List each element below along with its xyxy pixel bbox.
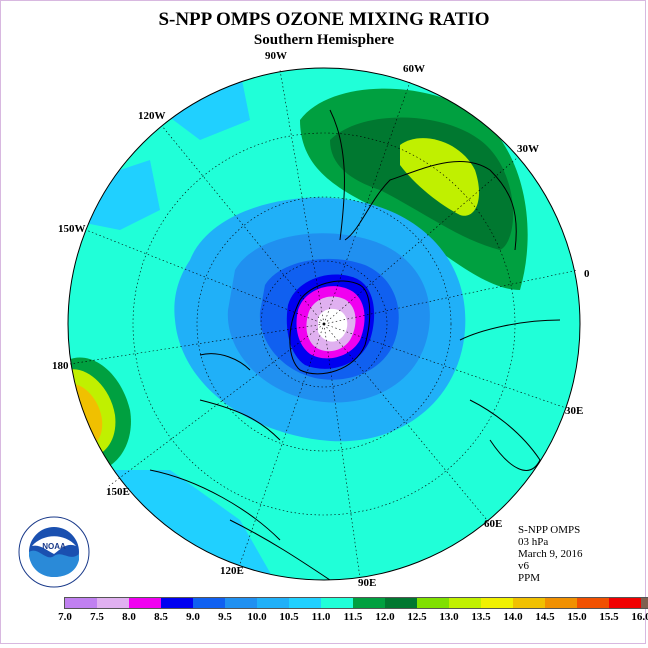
map-subtitle: Southern Hemisphere <box>253 32 395 48</box>
colorbar-tick-label: 13.5 <box>471 611 491 623</box>
colorbar-tick-label: 14.0 <box>503 611 523 623</box>
lon-label-30w: 30W <box>517 143 539 155</box>
lon-label-120w: 120W <box>138 110 166 122</box>
colorbar-tick-label: 10.0 <box>247 611 267 623</box>
info-level: 03 hPa <box>518 536 549 548</box>
colorbar-swatch <box>641 598 648 608</box>
colorbar-tick-label: 14.5 <box>535 611 555 623</box>
colorbar-swatch <box>353 598 385 608</box>
colorbar-swatches <box>64 597 648 609</box>
colorbar-swatch <box>289 598 321 608</box>
colorbar-swatch <box>577 598 609 608</box>
lon-label-180: 180 <box>52 360 69 372</box>
lon-label-90w: 90W <box>265 50 287 62</box>
lon-label-90e: 90E <box>358 577 377 589</box>
coastlines <box>149 109 561 580</box>
colorbar-swatch <box>97 598 129 608</box>
colorbar-tick-label: 8.5 <box>154 611 168 623</box>
colorbar-swatch <box>321 598 353 608</box>
info-version: v6 <box>518 560 529 572</box>
colorbar-swatch <box>449 598 481 608</box>
colorbar-swatch <box>385 598 417 608</box>
colorbar-tick-label: 10.5 <box>279 611 299 623</box>
colorbar-tick-label: 7.0 <box>58 611 72 623</box>
colorbar-tick-label: 9.0 <box>186 611 200 623</box>
contour-12-5-ne <box>400 138 480 216</box>
colorbar: 7.0 7.5 8.0 8.5 9.0 9.5 10.0 10.5 11.0 11.5 12.0 12… <box>58 597 648 625</box>
info-units: PPM <box>518 572 541 584</box>
ozone-field <box>68 68 580 580</box>
colorbar-swatch <box>193 598 225 608</box>
colorbar-swatch <box>65 598 97 608</box>
colorbar-tick-label: 9.5 <box>218 611 232 623</box>
colorbar-swatch <box>417 598 449 608</box>
info-product: S-NPP OMPS <box>518 524 581 536</box>
colorbar-tick-label: 13.0 <box>439 611 459 623</box>
colorbar-swatch <box>161 598 193 608</box>
lon-label-60e: 60E <box>484 518 503 530</box>
lon-label-120e: 120E <box>220 565 244 577</box>
lon-label-150w: 150W <box>58 223 86 235</box>
colorbar-tick-label: 8.0 <box>122 611 136 623</box>
contour-7-0 <box>318 308 348 342</box>
lon-label-60w: 60W <box>403 63 425 75</box>
colorbar-swatch <box>129 598 161 608</box>
colorbar-swatch <box>609 598 641 608</box>
colorbar-swatch <box>513 598 545 608</box>
colorbar-swatch <box>545 598 577 608</box>
colorbar-tick-label: 11.5 <box>343 611 363 623</box>
lon-label-30e: 30E <box>565 405 584 417</box>
colorbar-swatch <box>481 598 513 608</box>
colorbar-swatch <box>257 598 289 608</box>
lon-label-0: 0 <box>584 268 590 280</box>
colorbar-tick-label: 11.0 <box>311 611 331 623</box>
colorbar-tick-label: 12.5 <box>407 611 427 623</box>
lon-label-150e: 150E <box>106 486 130 498</box>
noaa-logo-text: NOAA <box>42 542 66 551</box>
colorbar-tick-label: 15.5 <box>599 611 619 623</box>
colorbar-tick-label: 12.0 <box>375 611 395 623</box>
colorbar-tick-label: 15.0 <box>567 611 587 623</box>
info-date: March 9, 2016 <box>518 548 583 560</box>
colorbar-tick-label: 7.5 <box>90 611 104 623</box>
product-info: S-NPP OMPS 03 hPa March 9, 2016 v6 PPM <box>518 524 582 584</box>
map-title: S-NPP OMPS OZONE MIXING RATIO <box>158 9 490 30</box>
noaa-logo: NOAA <box>18 516 90 588</box>
colorbar-ticks: 7.0 7.5 8.0 8.5 9.0 9.5 10.0 10.5 11.0 11.5 12.0 12… <box>58 609 648 625</box>
map-border <box>67 67 581 581</box>
colorbar-swatch <box>225 598 257 608</box>
graticule <box>69 69 579 579</box>
colorbar-tick-label: 16.0 <box>631 611 648 623</box>
